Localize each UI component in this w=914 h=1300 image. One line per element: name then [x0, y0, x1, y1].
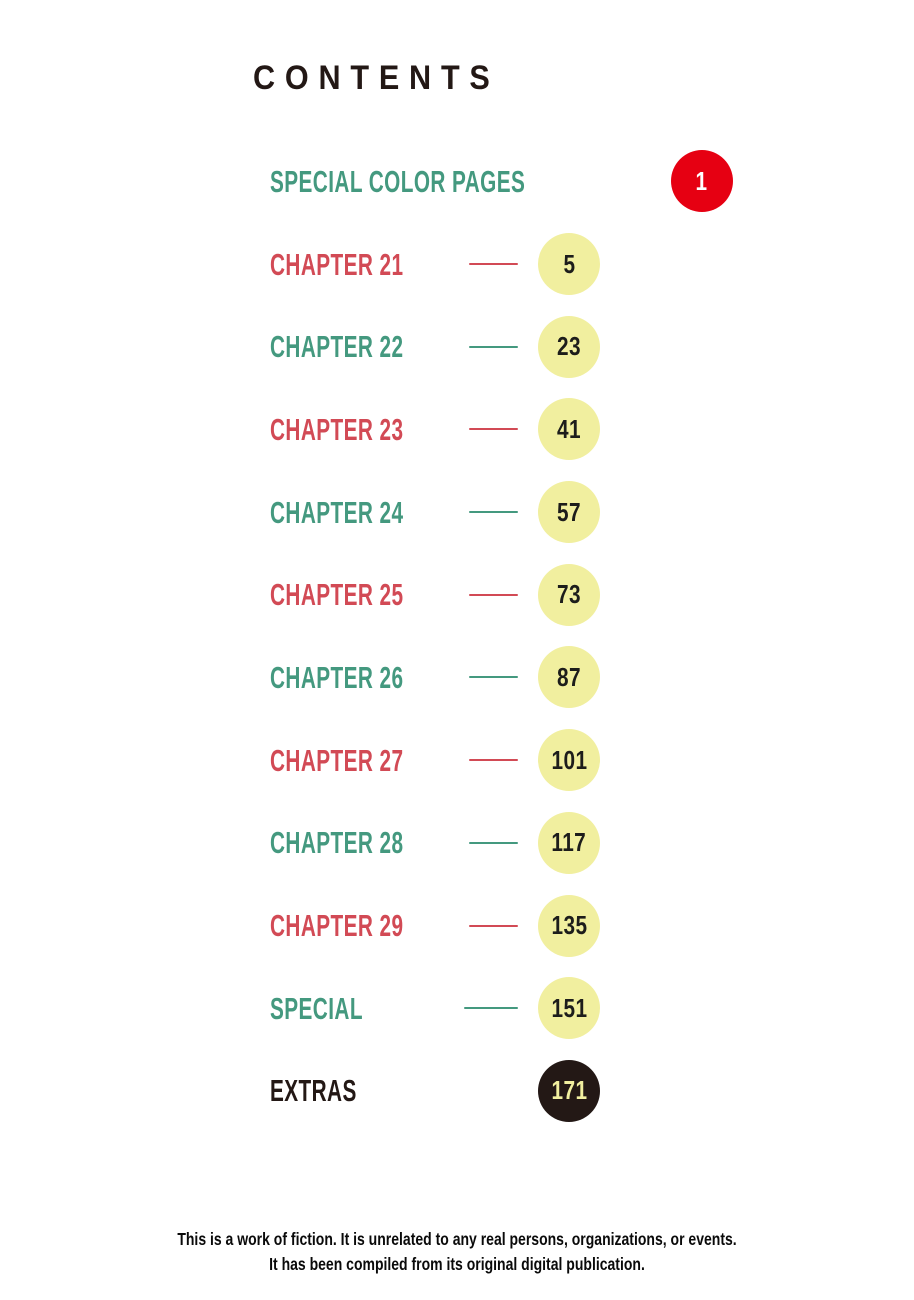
toc-label-text: SPECIAL	[270, 990, 363, 1026]
toc-row-extras: EXTRAS 171	[270, 1050, 600, 1133]
toc-connector	[469, 924, 518, 927]
toc-label-text: SPECIAL COLOR PAGES	[270, 163, 526, 199]
toc-connector-line	[469, 676, 518, 679]
page-number: 101	[551, 744, 587, 775]
page-number: 41	[557, 413, 581, 444]
toc-label-text: CHAPTER 24	[270, 494, 404, 530]
page-number-badge: 73	[538, 563, 600, 626]
toc-row-chapter-21: CHAPTER 21 5	[270, 223, 600, 306]
toc-connector-line	[469, 593, 518, 596]
disclaimer-line-1: This is a work of fiction. It is unrelat…	[177, 1229, 737, 1249]
page-number-badge: 87	[538, 646, 600, 709]
toc-row-chapter-29: CHAPTER 29 135	[270, 884, 600, 967]
toc-connector	[409, 1007, 518, 1010]
page-number-badge: 23	[538, 315, 600, 378]
page-number-badge: 57	[538, 481, 600, 544]
page-title: CONTENTS	[253, 59, 527, 97]
page-number: 23	[557, 331, 581, 362]
toc-connector	[469, 759, 518, 762]
toc-row-chapter-24: CHAPTER 24 57	[270, 471, 600, 554]
toc-row-chapter-23: CHAPTER 23 41	[270, 388, 600, 471]
page-number: 57	[557, 496, 581, 527]
toc-label-text: CHAPTER 21	[270, 246, 404, 282]
toc-connector-line	[469, 263, 518, 266]
toc-label-text: CHAPTER 25	[270, 577, 404, 613]
toc-connector	[469, 841, 518, 844]
toc-list: SPECIAL COLOR PAGES 1 CHAPTER 21 5 CHAPT…	[270, 140, 733, 1133]
toc-label: EXTRAS	[270, 1075, 399, 1106]
toc-connector	[469, 511, 518, 514]
page-number-badge: 135	[538, 894, 600, 957]
toc-connector-line	[469, 924, 518, 927]
toc-label-text: CHAPTER 26	[270, 659, 404, 695]
toc-label-text: EXTRAS	[270, 1073, 357, 1109]
page-number: 1	[695, 165, 708, 196]
page-number: 135	[551, 910, 587, 941]
toc-row-chapter-27: CHAPTER 27 101	[270, 719, 600, 802]
page-number: 87	[557, 661, 581, 692]
toc-row-chapter-22: CHAPTER 22 23	[270, 305, 600, 388]
toc-row-chapter-26: CHAPTER 26 87	[270, 636, 600, 719]
page-number: 73	[557, 579, 581, 610]
toc-connector-line	[469, 841, 518, 844]
toc-label: CHAPTER 29	[270, 910, 469, 941]
page-title-text: CONTENTS	[253, 59, 500, 97]
toc-connector	[469, 593, 518, 596]
page-number: 171	[551, 1075, 587, 1106]
disclaimer-line-2: It has been compiled from its original d…	[269, 1254, 645, 1274]
toc-label: CHAPTER 24	[270, 497, 469, 528]
toc-connector	[469, 263, 518, 266]
disclaimer: This is a work of fiction. It is unrelat…	[0, 1227, 914, 1277]
page-number-badge: 1	[670, 150, 733, 213]
toc-label: CHAPTER 23	[270, 414, 469, 445]
toc-row-chapter-28: CHAPTER 28 117	[270, 802, 600, 885]
toc-label: CHAPTER 27	[270, 745, 469, 776]
page-number: 117	[551, 827, 587, 858]
toc-label-text: CHAPTER 22	[270, 329, 404, 365]
toc-label-text: CHAPTER 28	[270, 825, 404, 861]
toc-connector	[469, 428, 518, 431]
toc-label: SPECIAL COLOR PAGES	[270, 166, 651, 197]
toc-label-text: CHAPTER 27	[270, 742, 404, 778]
page-number-badge: 171	[538, 1059, 600, 1122]
toc-connector-line	[469, 345, 518, 348]
page-number-badge: 117	[538, 811, 600, 874]
page-number: 151	[551, 992, 587, 1023]
toc-connector-line	[469, 428, 518, 431]
toc-row-chapter-25: CHAPTER 25 73	[270, 553, 600, 636]
toc-label: CHAPTER 28	[270, 827, 469, 858]
toc-label: CHAPTER 26	[270, 662, 469, 693]
toc-label: CHAPTER 21	[270, 249, 469, 280]
toc-label-text: CHAPTER 29	[270, 908, 404, 944]
toc-connector	[469, 676, 518, 679]
toc-connector	[469, 345, 518, 348]
toc-label: CHAPTER 25	[270, 579, 469, 610]
page-number-badge: 101	[538, 729, 600, 792]
page-number-badge: 151	[538, 977, 600, 1040]
toc-connector-line	[469, 511, 518, 514]
toc-connector-line	[464, 1007, 518, 1010]
toc-connector-line	[469, 759, 518, 762]
toc-row-special-color-pages: SPECIAL COLOR PAGES 1	[270, 140, 733, 223]
page-number-badge: 5	[538, 233, 600, 296]
page-number-badge: 41	[538, 398, 600, 461]
toc-label: CHAPTER 22	[270, 331, 469, 362]
toc-row-special: SPECIAL 151	[270, 967, 600, 1050]
toc-label: SPECIAL	[270, 993, 409, 1024]
toc-label-text: CHAPTER 23	[270, 411, 404, 447]
page-number: 5	[562, 248, 575, 279]
